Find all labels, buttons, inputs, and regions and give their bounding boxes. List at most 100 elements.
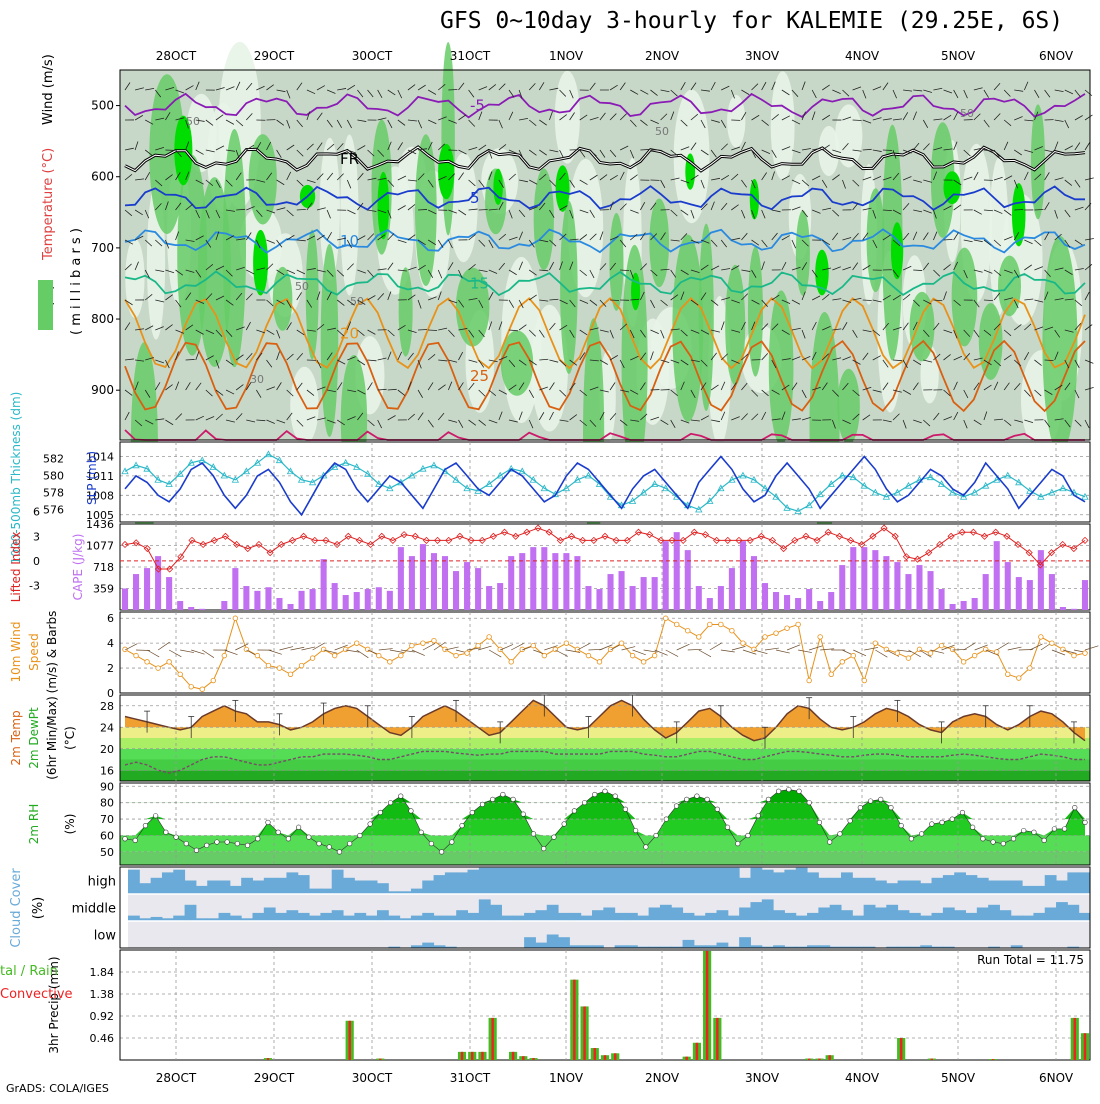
cloud-cell xyxy=(445,872,457,894)
wind10-point xyxy=(487,635,492,640)
rh2m-point xyxy=(235,841,240,846)
cloud-cell xyxy=(966,875,978,894)
cloud-ylabel-a: Cloud Cover xyxy=(9,868,24,948)
rh2m-point xyxy=(276,830,281,835)
cape-bar xyxy=(663,541,669,610)
rh2m-point xyxy=(991,840,996,845)
cloud-cell xyxy=(1067,905,1079,921)
cloud-cell xyxy=(875,881,887,895)
cape-bar xyxy=(619,571,625,610)
cape-bar xyxy=(299,591,305,610)
rh2m-point xyxy=(735,841,740,846)
rh2m-point xyxy=(153,814,158,819)
wind10-point xyxy=(873,641,878,646)
cape-bar xyxy=(332,583,338,610)
cape-bar xyxy=(994,541,1000,610)
wind10-point xyxy=(829,672,834,677)
wind10-point xyxy=(399,653,404,658)
cape-bar xyxy=(740,541,746,610)
rh2m-point xyxy=(674,804,679,809)
wind10-point xyxy=(509,660,514,665)
wind10-point xyxy=(388,660,393,665)
wind10-ylabel-b-group: Speed xyxy=(27,633,41,671)
cloud-cell xyxy=(830,905,842,921)
thickness-tick-label: 578 xyxy=(43,487,64,500)
wind10-ylabel-a-group: 10m Wind xyxy=(9,622,23,683)
wind10-point xyxy=(200,687,205,692)
precip-conv-bar xyxy=(461,1052,463,1060)
rh2m-point xyxy=(848,818,853,823)
rh2m-point xyxy=(419,830,424,835)
cape-ylabel-group: CAPE (J/kg) xyxy=(71,534,85,601)
wind10-tick-label: 0 xyxy=(107,687,114,700)
rh-saturated-patch xyxy=(891,222,903,279)
rh-legend-swatch xyxy=(38,280,53,330)
cape-tick-label: 1077 xyxy=(86,540,114,553)
cloud-cell xyxy=(932,878,944,894)
wind10-point xyxy=(476,643,481,648)
cloud-cell xyxy=(671,908,683,922)
cloud-cell xyxy=(173,916,185,921)
cloud-cell xyxy=(286,910,298,921)
cape-bar xyxy=(773,592,779,610)
cloud-cell xyxy=(920,883,932,894)
li-ylabel: Lifted Index xyxy=(9,532,23,603)
rh2m-point xyxy=(603,789,608,794)
precip-conv-bar xyxy=(267,1058,269,1060)
cloud-cell xyxy=(649,908,661,922)
rh2m-tick-label: 90 xyxy=(100,780,114,793)
cloud-cell xyxy=(501,916,513,921)
rh2m-point xyxy=(940,820,945,825)
wind10-point xyxy=(939,643,944,648)
x-tick-label-bottom: 30OCT xyxy=(352,1071,393,1085)
cloud-cell xyxy=(920,916,932,921)
precip-conv-bar xyxy=(808,1059,810,1060)
cloud-cell xyxy=(637,916,649,921)
cloud-cell xyxy=(943,908,955,922)
cloud-cell xyxy=(762,870,774,894)
cape-bar xyxy=(486,586,492,610)
temp2m-ylabel-b: 2m DewPt xyxy=(27,707,41,769)
cloud-cell xyxy=(377,883,389,894)
rh-band xyxy=(120,835,1090,851)
cloud-cell xyxy=(558,913,570,921)
cape-bar xyxy=(398,547,404,610)
isotherm-label: -5 xyxy=(470,97,485,115)
wind10-point xyxy=(189,684,194,689)
cape-bar xyxy=(453,571,459,610)
cloud-cell xyxy=(264,878,276,894)
cape-bar xyxy=(387,591,393,610)
precip-conv-bar xyxy=(491,1018,493,1060)
rh2m-point xyxy=(286,836,291,841)
cloud-cell xyxy=(252,881,264,895)
wind10-point xyxy=(641,660,646,665)
precip-conv-bar xyxy=(818,1059,820,1060)
cape-bar xyxy=(122,589,128,611)
rh2m-point xyxy=(521,812,526,817)
cloud-cell xyxy=(932,913,944,921)
precip-tick-label: 0.92 xyxy=(90,1010,115,1023)
cape-bar xyxy=(232,568,238,610)
cloud-cell xyxy=(796,916,808,921)
wind10-point xyxy=(586,653,591,658)
wind10-point xyxy=(288,672,293,677)
cloud-cell xyxy=(683,913,695,921)
cloud-cell xyxy=(1011,881,1023,895)
cape-bar xyxy=(321,559,327,610)
cloud-cell xyxy=(886,883,898,894)
cloud-cell xyxy=(637,867,649,894)
cloud-cell xyxy=(1033,913,1045,921)
wind10-point xyxy=(652,653,657,658)
cape-bar xyxy=(1005,562,1011,610)
precip-conv-bar xyxy=(931,1059,933,1060)
cloud-cell xyxy=(603,908,615,922)
wind10-ylabel-c-group: (m/s) & Barbs xyxy=(45,611,59,694)
cloud-cell xyxy=(898,881,910,895)
wind10-point xyxy=(1039,635,1044,640)
x-tick-label-top: 6NOV xyxy=(1039,49,1074,63)
rh2m-point xyxy=(827,840,832,845)
rh2m-point xyxy=(327,845,332,850)
wind10-point xyxy=(1050,641,1055,646)
ylabel-pressure: ( m i l l i b a r s ) xyxy=(69,228,84,335)
precip-conv-bar xyxy=(532,1058,534,1060)
